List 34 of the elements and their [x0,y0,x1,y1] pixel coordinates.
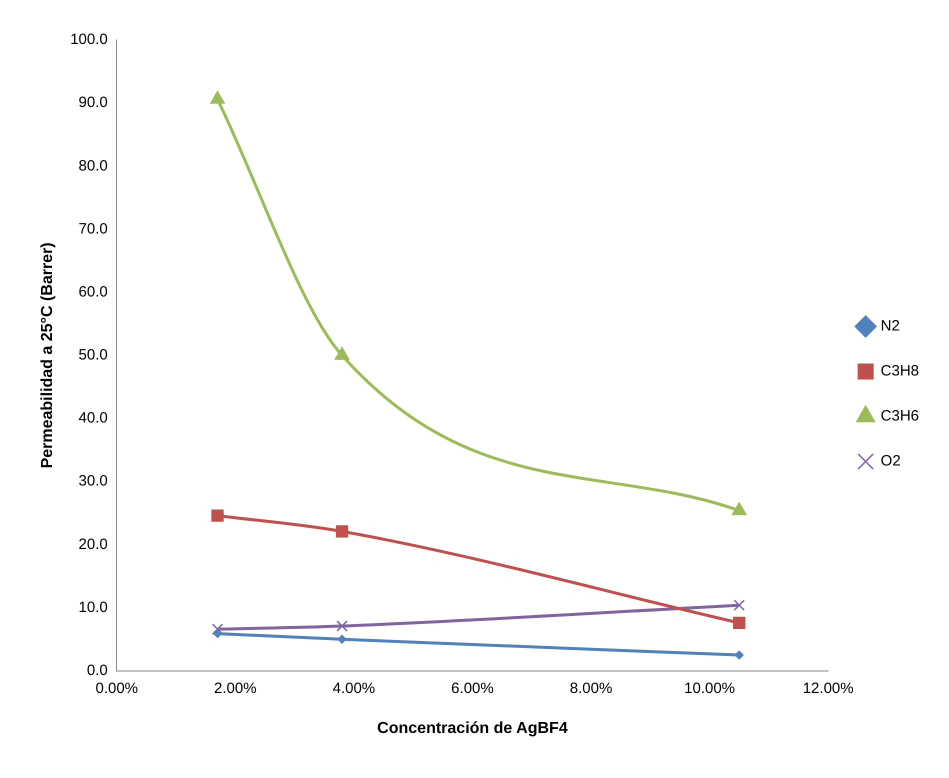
legend-label: C3H8 [880,362,920,380]
point [734,599,745,611]
y-tick-label: 50.0 [78,346,108,364]
x-tick-label: 2.00% [214,680,257,697]
point [334,346,350,360]
y-tick-label: 40.0 [78,410,108,427]
y-tick-label: 60.0 [78,283,108,300]
point [732,502,747,516]
y-tick-label: 0.0 [86,662,108,679]
legend-label: O2 [880,452,901,470]
point [336,525,348,538]
x-axis-title: Concentración de AgBF4 [377,720,568,737]
y-tick-label: 20.0 [78,536,108,553]
x-tick-label: 4.00% [332,680,376,697]
y-axis-title: Permeabilidad a 25°C (Barrer) [39,242,56,468]
x-tick-label: 6.00% [451,680,494,697]
y-tick-label: 80.0 [78,157,108,174]
point [212,623,224,635]
y-tick-label: 90.0 [78,94,108,112]
point [211,509,224,522]
legend-label: C3H6 [880,408,920,425]
y-tick-label: 10.0 [78,598,108,616]
x-tick-label: 0.00% [95,680,138,697]
x-tick-label: 10.00% [684,680,736,697]
x-tick-label: 8.00% [570,680,612,697]
point [733,616,746,630]
y-tick-label: 30.0 [78,472,108,490]
x-tick-label: 12.00% [802,680,854,697]
point [734,650,744,660]
point [210,90,225,104]
y-tick-label: 70.0 [78,220,108,238]
y-tick-label: 100.0 [70,31,108,48]
legend-label: N2 [880,318,900,335]
point [336,620,348,632]
